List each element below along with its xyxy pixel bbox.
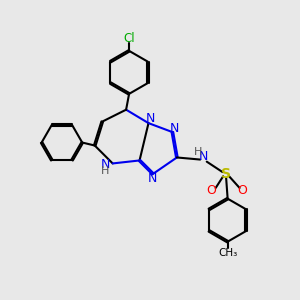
Text: N: N xyxy=(100,158,110,171)
Text: H: H xyxy=(194,147,202,158)
Text: Cl: Cl xyxy=(123,32,135,45)
Text: H: H xyxy=(101,166,110,176)
Text: O: O xyxy=(206,184,216,197)
Text: O: O xyxy=(238,184,248,197)
Text: CH₃: CH₃ xyxy=(218,248,237,258)
Text: N: N xyxy=(170,122,179,135)
Text: N: N xyxy=(199,150,208,164)
Text: S: S xyxy=(221,167,231,181)
Text: N: N xyxy=(148,172,157,185)
Text: N: N xyxy=(145,112,155,125)
